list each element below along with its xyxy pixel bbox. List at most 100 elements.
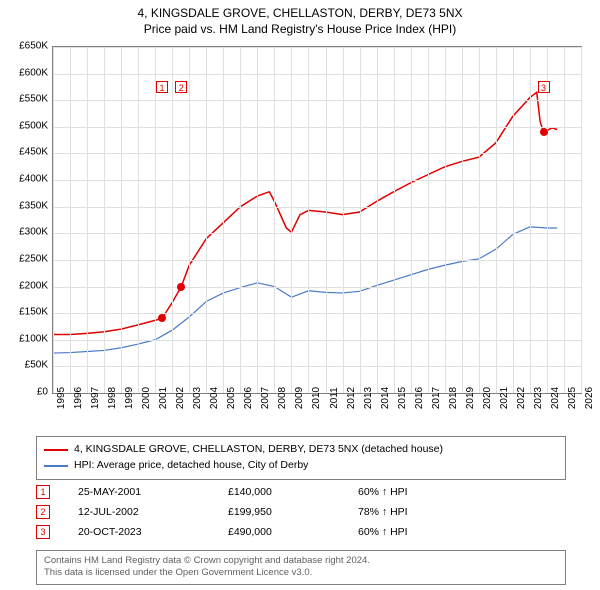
- x-tick-label: 2018: [448, 387, 459, 409]
- gridline-vertical: [70, 47, 71, 393]
- y-tick-label: £50K: [25, 360, 48, 371]
- gridline-vertical: [479, 47, 480, 393]
- x-tick-label: 2012: [346, 387, 357, 409]
- x-tick-label: 2006: [243, 387, 254, 409]
- gridline-vertical: [53, 47, 54, 393]
- y-tick-label: £0: [37, 387, 48, 398]
- x-tick-label: 2022: [516, 387, 527, 409]
- legend-swatch-hpi: [44, 465, 68, 467]
- transaction-marker-3: 3: [36, 525, 50, 539]
- chart-lines: [53, 47, 581, 393]
- y-tick-label: £450K: [19, 147, 48, 158]
- gridline-horizontal: [53, 233, 581, 234]
- gridline-vertical: [155, 47, 156, 393]
- gridline-vertical: [462, 47, 463, 393]
- x-tick-label: 2013: [363, 387, 374, 409]
- x-tick-label: 1998: [107, 387, 118, 409]
- x-tick-label: 1996: [73, 387, 84, 409]
- gridline-vertical: [87, 47, 88, 393]
- gridline-horizontal: [53, 47, 581, 48]
- transactions-table: 1 25-MAY-2001 £140,000 60% ↑ HPI 2 12-JU…: [36, 482, 566, 542]
- title-block: 4, KINGSDALE GROVE, CHELLASTON, DERBY, D…: [0, 0, 600, 37]
- legend: 4, KINGSDALE GROVE, CHELLASTON, DERBY, D…: [36, 436, 566, 480]
- table-row: 1 25-MAY-2001 £140,000 60% ↑ HPI: [36, 482, 566, 502]
- gridline-horizontal: [53, 100, 581, 101]
- gridline-vertical: [411, 47, 412, 393]
- x-tick-label: 2005: [226, 387, 237, 409]
- x-tick-label: 2026: [584, 387, 595, 409]
- footer-line1: Contains HM Land Registry data © Crown c…: [44, 555, 558, 567]
- gridline-vertical: [530, 47, 531, 393]
- x-tick-label: 2015: [397, 387, 408, 409]
- y-tick-label: £550K: [19, 94, 48, 105]
- x-tick-label: 2008: [277, 387, 288, 409]
- legend-swatch-property: [44, 449, 68, 451]
- x-tick-label: 2002: [175, 387, 186, 409]
- series-property: [53, 92, 557, 334]
- x-tick-label: 2007: [260, 387, 271, 409]
- transaction-price: £199,950: [228, 506, 358, 518]
- transaction-price: £140,000: [228, 486, 358, 498]
- gridline-vertical: [394, 47, 395, 393]
- gridline-vertical: [308, 47, 309, 393]
- x-tick-label: 2000: [141, 387, 152, 409]
- x-tick-label: 2004: [209, 387, 220, 409]
- gridline-vertical: [428, 47, 429, 393]
- gridline-horizontal: [53, 127, 581, 128]
- gridline-vertical: [189, 47, 190, 393]
- x-tick-label: 2011: [329, 387, 340, 409]
- x-tick-label: 1999: [124, 387, 135, 409]
- gridline-horizontal: [53, 74, 581, 75]
- chart-marker-point-2: [177, 283, 185, 291]
- y-tick-label: £200K: [19, 280, 48, 291]
- y-tick-label: £150K: [19, 307, 48, 318]
- x-tick-label: 2024: [550, 387, 561, 409]
- footer-line2: This data is licensed under the Open Gov…: [44, 567, 558, 579]
- chart-marker-label-2: 2: [175, 81, 187, 93]
- gridline-vertical: [274, 47, 275, 393]
- legend-row: HPI: Average price, detached house, City…: [44, 458, 558, 474]
- gridline-vertical: [104, 47, 105, 393]
- plot-area: 12 3: [52, 46, 582, 394]
- gridline-vertical: [223, 47, 224, 393]
- gridline-horizontal: [53, 207, 581, 208]
- transaction-marker-2: 2: [36, 505, 50, 519]
- gridline-horizontal: [53, 180, 581, 181]
- y-tick-label: £400K: [19, 174, 48, 185]
- gridline-vertical: [121, 47, 122, 393]
- x-tick-label: 2016: [414, 387, 425, 409]
- x-tick-label: 2014: [380, 387, 391, 409]
- table-row: 3 20-OCT-2023 £490,000 60% ↑ HPI: [36, 522, 566, 542]
- transaction-pct: 78% ↑ HPI: [358, 506, 458, 518]
- gridline-vertical: [291, 47, 292, 393]
- x-tick-label: 2023: [533, 387, 544, 409]
- transaction-price: £490,000: [228, 526, 358, 538]
- transaction-date: 25-MAY-2001: [78, 486, 228, 498]
- table-row: 2 12-JUL-2002 £199,950 78% ↑ HPI: [36, 502, 566, 522]
- transaction-marker-1: 1: [36, 485, 50, 499]
- footer: Contains HM Land Registry data © Crown c…: [36, 550, 566, 585]
- gridline-horizontal: [53, 340, 581, 341]
- gridline-vertical: [547, 47, 548, 393]
- chart-marker-label-3: 3: [538, 81, 550, 93]
- x-tick-label: 2020: [482, 387, 493, 409]
- x-tick-label: 2025: [567, 387, 578, 409]
- gridline-vertical: [377, 47, 378, 393]
- gridline-vertical: [513, 47, 514, 393]
- chart-marker-label-1: 1: [156, 81, 168, 93]
- legend-label-property: 4, KINGSDALE GROVE, CHELLASTON, DERBY, D…: [74, 442, 443, 458]
- transaction-pct: 60% ↑ HPI: [358, 486, 458, 498]
- gridline-horizontal: [53, 366, 581, 367]
- x-tick-label: 1995: [56, 387, 67, 409]
- gridline-vertical: [172, 47, 173, 393]
- x-tick-label: 2003: [192, 387, 203, 409]
- y-tick-label: £500K: [19, 120, 48, 131]
- x-tick-label: 2019: [465, 387, 476, 409]
- transaction-date: 20-OCT-2023: [78, 526, 228, 538]
- y-tick-label: £350K: [19, 200, 48, 211]
- gridline-vertical: [138, 47, 139, 393]
- y-tick-label: £100K: [19, 333, 48, 344]
- gridline-horizontal: [53, 153, 581, 154]
- gridline-vertical: [445, 47, 446, 393]
- gridline-vertical: [343, 47, 344, 393]
